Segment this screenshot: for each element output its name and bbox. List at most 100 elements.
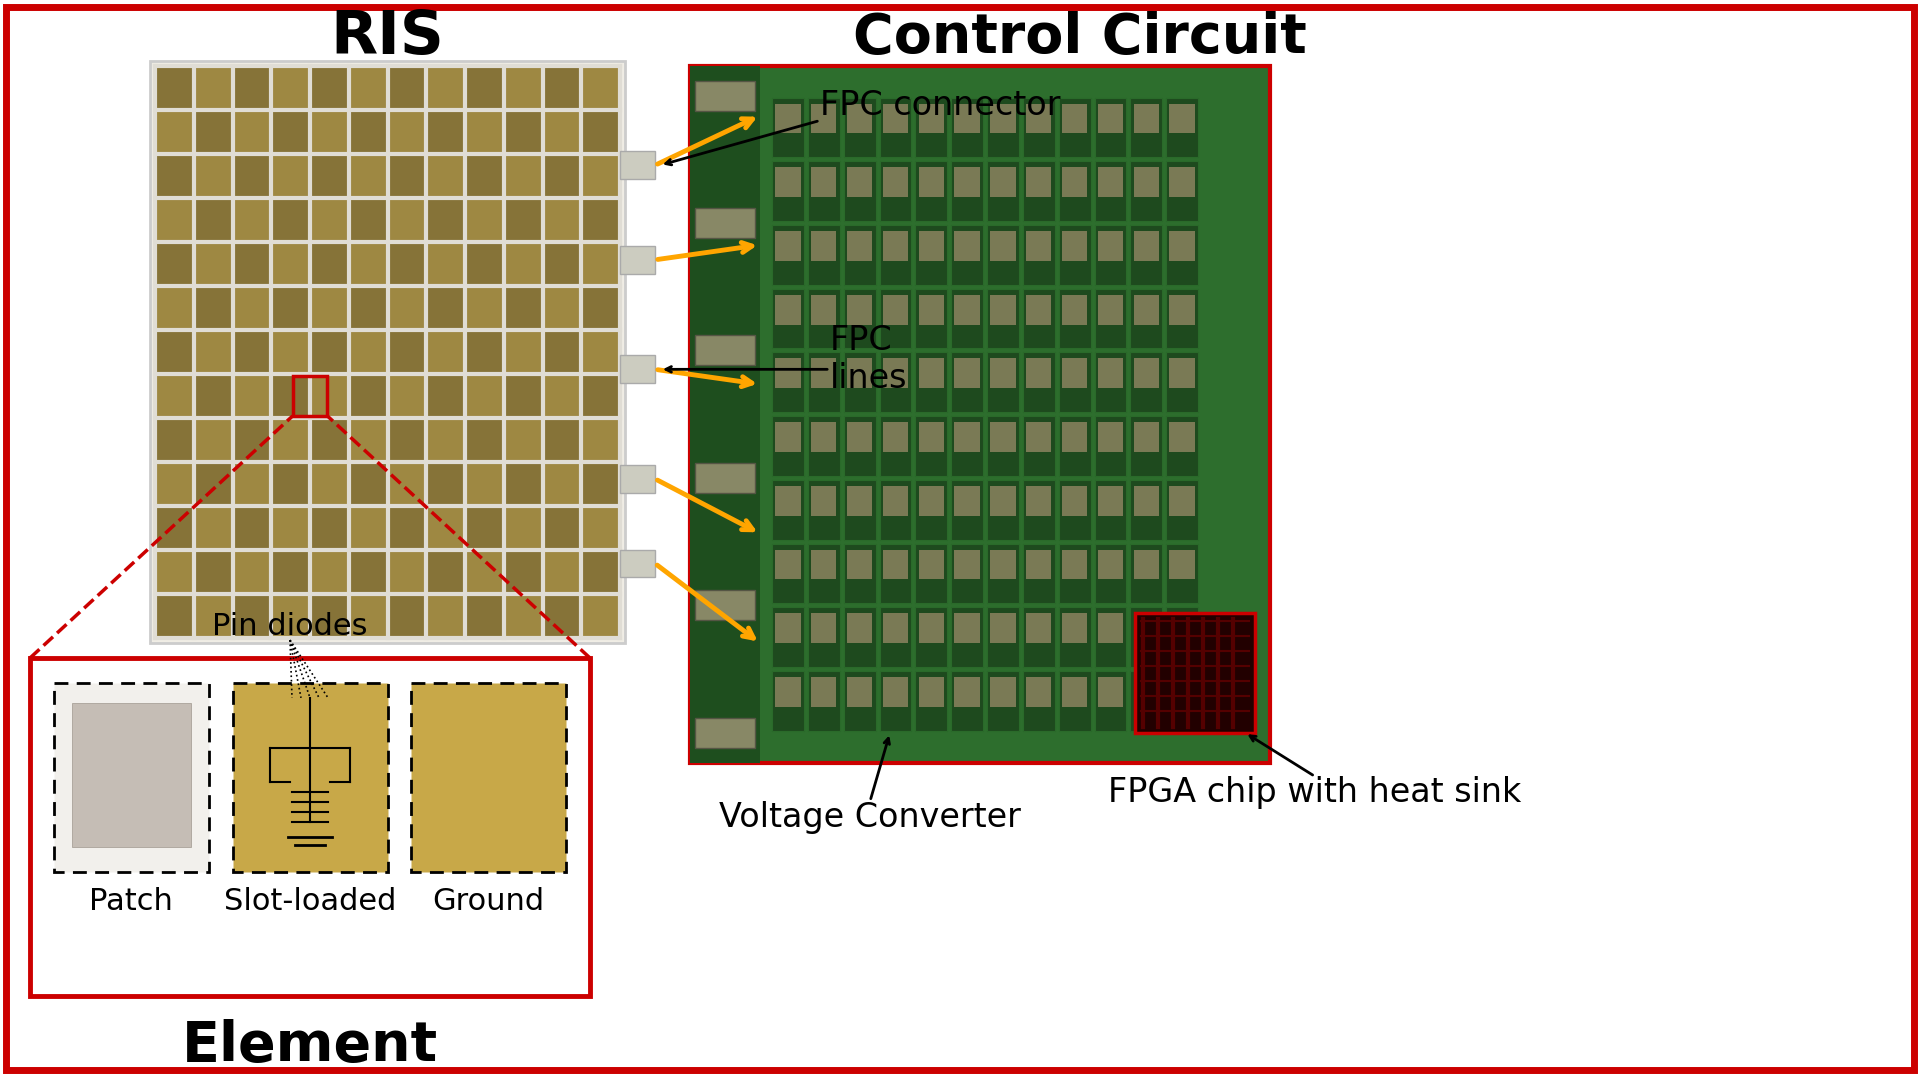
Bar (505, 552, 541, 592)
Bar (1062, 677, 1087, 706)
Bar (232, 683, 388, 872)
Bar (987, 607, 1020, 667)
Bar (843, 288, 876, 349)
Bar (390, 200, 424, 240)
Bar (467, 596, 501, 636)
Bar (1133, 359, 1160, 388)
Bar (234, 200, 269, 240)
Bar (545, 111, 580, 152)
Bar (808, 543, 839, 604)
Bar (196, 376, 230, 416)
Bar (545, 156, 580, 195)
Bar (776, 167, 801, 198)
Bar (918, 613, 945, 643)
Bar (808, 97, 839, 158)
Bar (987, 416, 1020, 476)
Bar (918, 359, 945, 388)
Bar (1098, 677, 1123, 706)
Text: Slot-loaded: Slot-loaded (225, 888, 396, 917)
Bar (428, 200, 463, 240)
Text: FPC
lines: FPC lines (829, 324, 908, 395)
Bar (916, 480, 947, 540)
Bar (584, 111, 618, 152)
Bar (351, 464, 386, 504)
Bar (1058, 416, 1091, 476)
Bar (584, 464, 618, 504)
Bar (292, 376, 328, 416)
Bar (1098, 486, 1123, 515)
Bar (1133, 613, 1160, 643)
Bar (351, 200, 386, 240)
Bar (950, 288, 983, 349)
Bar (1058, 225, 1091, 285)
Bar (1098, 550, 1123, 579)
Bar (390, 156, 424, 195)
Bar (883, 486, 908, 515)
Bar (311, 596, 348, 636)
Bar (157, 596, 192, 636)
Bar (808, 352, 839, 413)
Bar (987, 671, 1020, 731)
Bar (1098, 231, 1123, 261)
Bar (1094, 671, 1127, 731)
Bar (351, 420, 386, 460)
Bar (545, 420, 580, 460)
Bar (234, 111, 269, 152)
Bar (879, 671, 912, 731)
Bar (467, 508, 501, 548)
Bar (351, 244, 386, 284)
Bar (950, 480, 983, 540)
Bar (1025, 422, 1052, 451)
Bar (879, 225, 912, 285)
Bar (1023, 288, 1054, 349)
Bar (428, 596, 463, 636)
Bar (695, 718, 755, 747)
Bar (1165, 543, 1198, 604)
Bar (916, 352, 947, 413)
Bar (991, 167, 1016, 198)
Bar (505, 596, 541, 636)
Bar (772, 97, 804, 158)
Bar (689, 66, 1269, 762)
Bar (584, 420, 618, 460)
Bar (954, 486, 979, 515)
Bar (991, 231, 1016, 261)
Bar (157, 111, 192, 152)
Bar (196, 244, 230, 284)
Bar (584, 376, 618, 416)
Bar (273, 156, 307, 195)
Bar (234, 68, 269, 108)
Bar (772, 607, 804, 667)
Bar (1133, 295, 1160, 324)
Bar (390, 596, 424, 636)
Bar (1023, 480, 1054, 540)
Bar (584, 244, 618, 284)
Bar (351, 552, 386, 592)
Bar (273, 508, 307, 548)
Bar (918, 550, 945, 579)
Bar (545, 200, 580, 240)
Bar (351, 288, 386, 328)
Text: RIS: RIS (330, 9, 444, 67)
Bar (311, 200, 348, 240)
Bar (273, 288, 307, 328)
Bar (467, 376, 501, 416)
Bar (883, 550, 908, 579)
Text: FPGA chip with heat sink: FPGA chip with heat sink (1108, 775, 1523, 809)
Bar (1094, 225, 1127, 285)
Bar (847, 486, 872, 515)
Text: Patch: Patch (90, 888, 173, 917)
Bar (1023, 671, 1054, 731)
Bar (150, 60, 626, 643)
Bar (273, 244, 307, 284)
Bar (467, 552, 501, 592)
Bar (273, 552, 307, 592)
Bar (196, 508, 230, 548)
Bar (991, 104, 1016, 134)
Bar (918, 104, 945, 134)
Bar (918, 422, 945, 451)
Bar (916, 161, 947, 221)
Bar (584, 156, 618, 195)
Bar (918, 486, 945, 515)
Bar (505, 332, 541, 372)
